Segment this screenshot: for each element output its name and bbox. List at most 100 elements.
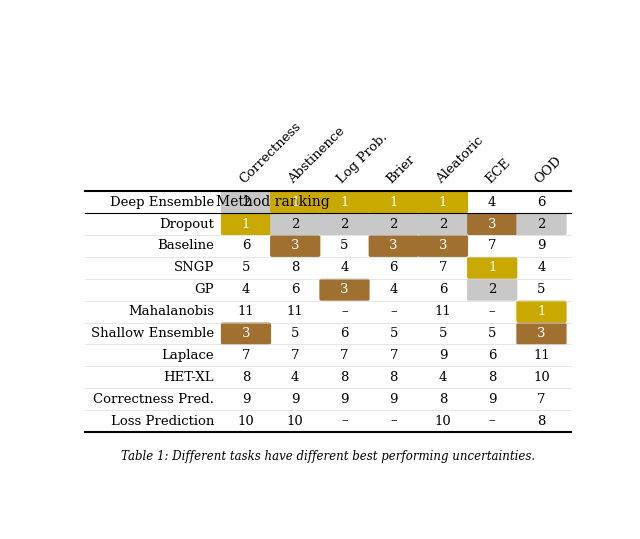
Text: 1: 1	[390, 196, 398, 209]
FancyBboxPatch shape	[418, 191, 468, 213]
Text: 1: 1	[291, 196, 300, 209]
Text: Mahalanobis: Mahalanobis	[128, 305, 214, 318]
FancyBboxPatch shape	[319, 279, 369, 301]
Text: 4: 4	[390, 283, 398, 296]
Text: HET-XL: HET-XL	[163, 371, 214, 384]
Text: Correctness: Correctness	[237, 120, 303, 186]
Text: 6: 6	[537, 196, 546, 209]
Text: 3: 3	[242, 327, 250, 340]
Text: 4: 4	[291, 371, 300, 384]
Text: 5: 5	[242, 261, 250, 274]
Text: Baseline: Baseline	[157, 239, 214, 252]
Text: 2: 2	[488, 283, 497, 296]
Text: Shallow Ensemble: Shallow Ensemble	[91, 327, 214, 340]
Text: 5: 5	[439, 327, 447, 340]
Text: 10: 10	[237, 414, 254, 427]
Text: Abstinence: Abstinence	[286, 125, 348, 186]
Text: 9: 9	[488, 392, 497, 406]
Text: 1: 1	[537, 305, 546, 318]
FancyBboxPatch shape	[516, 213, 566, 235]
FancyBboxPatch shape	[467, 279, 517, 301]
Text: 11: 11	[237, 305, 254, 318]
Text: 7: 7	[488, 239, 497, 252]
Text: 8: 8	[390, 371, 398, 384]
Text: 7: 7	[291, 349, 300, 362]
Text: Dropout: Dropout	[159, 218, 214, 231]
Text: 1: 1	[340, 196, 349, 209]
Text: 5: 5	[390, 327, 398, 340]
Text: 9: 9	[242, 392, 250, 406]
Text: 3: 3	[438, 239, 447, 252]
Text: 7: 7	[537, 392, 546, 406]
Text: 8: 8	[340, 371, 349, 384]
Text: 3: 3	[291, 239, 300, 252]
FancyBboxPatch shape	[516, 301, 566, 322]
Text: 8: 8	[537, 414, 546, 427]
Text: 11: 11	[435, 305, 451, 318]
FancyBboxPatch shape	[221, 322, 271, 344]
Text: OOD: OOD	[532, 154, 564, 186]
Text: 9: 9	[438, 349, 447, 362]
Text: 5: 5	[291, 327, 300, 340]
Text: ECE: ECE	[483, 156, 513, 186]
Text: 9: 9	[340, 392, 349, 406]
Text: 4: 4	[488, 196, 497, 209]
Text: Table 1: Different tasks have different best performing uncertainties.: Table 1: Different tasks have different …	[121, 450, 535, 463]
Text: GP: GP	[195, 283, 214, 296]
Text: 1: 1	[488, 261, 497, 274]
FancyBboxPatch shape	[516, 322, 566, 344]
Text: 6: 6	[488, 349, 497, 362]
FancyBboxPatch shape	[319, 191, 369, 213]
Text: –: –	[390, 414, 397, 427]
Text: 7: 7	[340, 349, 349, 362]
Text: 7: 7	[438, 261, 447, 274]
Text: 3: 3	[390, 239, 398, 252]
Text: 2: 2	[242, 196, 250, 209]
Text: 6: 6	[291, 283, 300, 296]
Text: 7: 7	[390, 349, 398, 362]
Text: 11: 11	[533, 349, 550, 362]
Text: –: –	[390, 305, 397, 318]
Text: 4: 4	[537, 261, 546, 274]
Text: 9: 9	[291, 392, 300, 406]
Text: 5: 5	[340, 239, 349, 252]
Text: 8: 8	[291, 261, 300, 274]
Text: 9: 9	[390, 392, 398, 406]
Text: 1: 1	[242, 218, 250, 231]
FancyBboxPatch shape	[369, 213, 419, 235]
Text: 9: 9	[537, 239, 546, 252]
Text: Brier: Brier	[385, 153, 418, 186]
Text: Aleatoric: Aleatoric	[434, 134, 486, 186]
Text: Laplace: Laplace	[161, 349, 214, 362]
Text: –: –	[341, 414, 348, 427]
Text: 5: 5	[537, 283, 546, 296]
Text: Method ranking: Method ranking	[216, 195, 330, 209]
Text: 10: 10	[435, 414, 451, 427]
Text: –: –	[489, 305, 495, 318]
Text: 2: 2	[439, 218, 447, 231]
Text: 2: 2	[291, 218, 300, 231]
FancyBboxPatch shape	[221, 213, 271, 235]
Text: 3: 3	[488, 218, 497, 231]
FancyBboxPatch shape	[467, 213, 517, 235]
Text: 2: 2	[537, 218, 546, 231]
Text: 6: 6	[438, 283, 447, 296]
Text: 8: 8	[242, 371, 250, 384]
Text: Loss Prediction: Loss Prediction	[111, 414, 214, 427]
Text: 10: 10	[533, 371, 550, 384]
Text: 6: 6	[340, 327, 349, 340]
Text: 6: 6	[242, 239, 250, 252]
Text: 4: 4	[340, 261, 349, 274]
FancyBboxPatch shape	[270, 191, 321, 213]
Text: Log Prob.: Log Prob.	[335, 131, 390, 186]
FancyBboxPatch shape	[369, 191, 419, 213]
Text: –: –	[489, 414, 495, 427]
Text: 4: 4	[439, 371, 447, 384]
Text: 5: 5	[488, 327, 497, 340]
FancyBboxPatch shape	[221, 191, 271, 213]
Text: –: –	[341, 305, 348, 318]
Text: 7: 7	[242, 349, 250, 362]
Text: 3: 3	[537, 327, 546, 340]
Text: Deep Ensemble: Deep Ensemble	[109, 196, 214, 209]
Text: 8: 8	[488, 371, 497, 384]
